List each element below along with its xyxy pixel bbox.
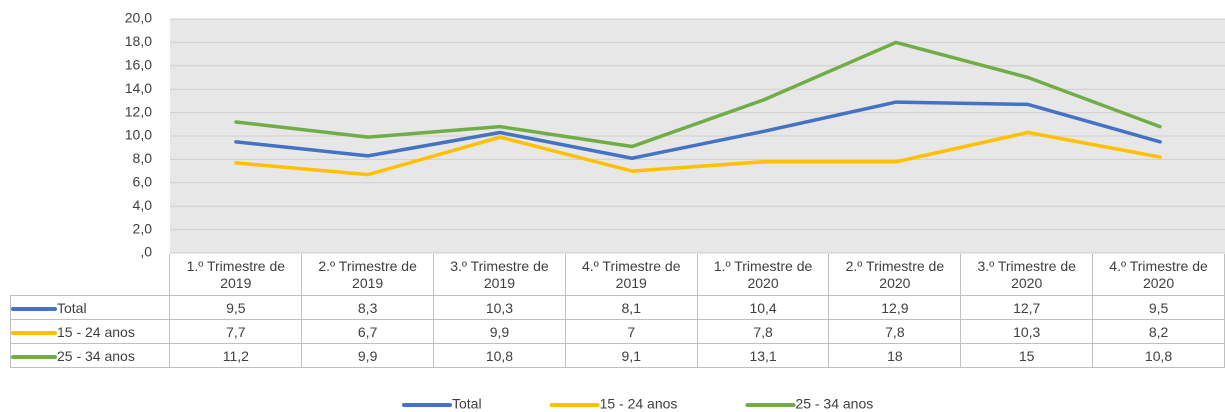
x-tick-label: 1.º Trimestre de 2020 xyxy=(696,254,830,296)
table-corner xyxy=(10,254,171,296)
y-tick-label: ,0 xyxy=(140,244,152,260)
table-key: 25 - 34 anos xyxy=(9,343,171,368)
y-tick-label: 20,0 xyxy=(125,10,152,26)
data-table: 1.º Trimestre de 2019 2.º Trimestre de 20… xyxy=(9,254,1225,368)
data-label: 12,7 xyxy=(960,295,1094,320)
data-label: 10,3 xyxy=(960,319,1094,344)
y-tick-label: 6,0 xyxy=(133,174,153,190)
y-tick-label: 18,0 xyxy=(125,33,152,49)
table-key: Total xyxy=(9,295,171,320)
table-row: 25 - 34 anos 11,2 9,9 10,8 9,1 13,1 18 15 10,8 xyxy=(9,343,1225,368)
data-label: 9,9 xyxy=(301,343,435,368)
data-label: 10,8 xyxy=(433,343,566,368)
legend-label: 15 - 24 anos xyxy=(600,396,678,412)
legend-label: Total xyxy=(57,299,87,316)
data-label: 6,7 xyxy=(301,319,435,344)
legend-label: 25 - 34 anos xyxy=(795,396,873,412)
x-tick-label: 4.º Trimestre de 2019 xyxy=(564,254,698,296)
series-line xyxy=(234,100,1162,160)
data-label: 9,5 xyxy=(169,295,303,320)
data-label: 9,1 xyxy=(564,343,698,368)
legend-swatch xyxy=(11,354,57,359)
table-key: 15 - 24 anos xyxy=(9,319,171,344)
y-tick-label: 10,0 xyxy=(125,127,152,143)
data-label: 13,1 xyxy=(696,343,830,368)
data-label: 10,8 xyxy=(1092,343,1225,368)
x-tick-label: 3.º Trimestre de 2019 xyxy=(433,254,566,296)
data-label: 7,8 xyxy=(828,319,962,344)
y-tick-label: 2,0 xyxy=(133,220,153,236)
y-tick-label: 4,0 xyxy=(133,197,153,213)
y-tick-label: 8,0 xyxy=(133,150,153,166)
data-label: 10,3 xyxy=(433,295,566,320)
data-label: 12,9 xyxy=(828,295,962,320)
x-tick-label: 4.º Trimestre de 2020 xyxy=(1092,254,1225,296)
table-row: 15 - 24 anos 7,7 6,7 9,9 7 7,8 7,8 10,3 8,2 xyxy=(9,319,1225,344)
table-header-row: 1.º Trimestre de 2019 2.º Trimestre de 20… xyxy=(10,254,1225,296)
y-tick-label: 14,0 xyxy=(125,80,152,96)
y-tick-label: 12,0 xyxy=(125,103,152,119)
table-row: Total 9,5 8,3 10,3 8,1 10,4 12,9 12,7 9,5 xyxy=(9,295,1225,320)
data-label: 9,5 xyxy=(1092,295,1225,320)
data-label: 11,2 xyxy=(169,343,303,368)
data-label: 8,1 xyxy=(564,295,698,320)
x-tick-label: 1.º Trimestre de 2019 xyxy=(169,254,303,296)
x-tick-label: 2.º Trimestre de 2020 xyxy=(828,254,962,296)
data-label: 7 xyxy=(564,319,698,344)
series-line xyxy=(234,130,1162,177)
data-label: 10,4 xyxy=(696,295,830,320)
x-tick-label: 3.º Trimestre de 2020 xyxy=(960,254,1094,296)
legend-label: 25 - 34 anos xyxy=(57,347,135,364)
x-tick-label: 2.º Trimestre de 2019 xyxy=(301,254,435,296)
data-label: 8,2 xyxy=(1092,319,1225,344)
data-label: 18 xyxy=(828,343,962,368)
legend-swatch xyxy=(11,306,57,311)
data-label: 15 xyxy=(960,343,1094,368)
data-label: 7,7 xyxy=(169,319,303,344)
legend-label: Total xyxy=(452,396,482,412)
data-label: 9,9 xyxy=(433,319,566,344)
data-label: 7,8 xyxy=(696,319,830,344)
series-line xyxy=(234,40,1162,149)
legend-label: 15 - 24 anos xyxy=(57,323,135,340)
data-label: 8,3 xyxy=(301,295,435,320)
legend-swatch xyxy=(11,330,57,335)
y-tick-label: 16,0 xyxy=(125,57,152,73)
